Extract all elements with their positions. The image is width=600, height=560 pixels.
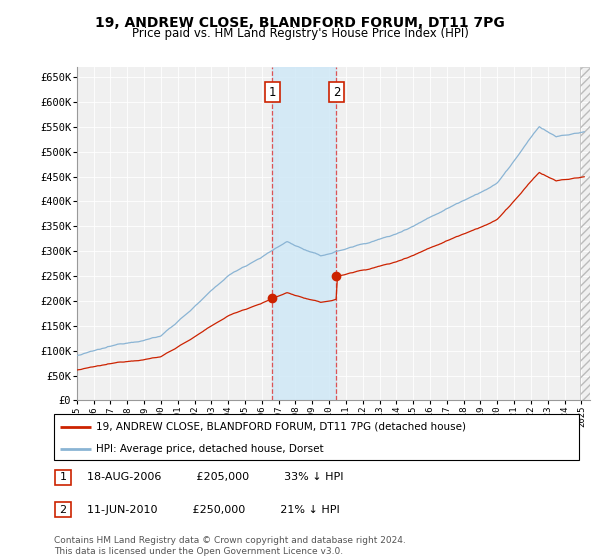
Text: 19, ANDREW CLOSE, BLANDFORD FORUM, DT11 7PG (detached house): 19, ANDREW CLOSE, BLANDFORD FORUM, DT11 … [96, 422, 466, 432]
Text: Contains HM Land Registry data © Crown copyright and database right 2024.
This d: Contains HM Land Registry data © Crown c… [54, 536, 406, 556]
Bar [272, 67, 337, 400]
Text: 18-AUG-2006          £205,000          33% ↓ HPI: 18-AUG-2006 £205,000 33% ↓ HPI [87, 472, 343, 482]
Bar [580, 67, 590, 400]
Text: HPI: Average price, detached house, Dorset: HPI: Average price, detached house, Dors… [96, 444, 323, 454]
Text: 1: 1 [269, 86, 276, 99]
Text: 2: 2 [59, 505, 67, 515]
Text: 2: 2 [333, 86, 340, 99]
Text: 1: 1 [59, 472, 67, 482]
Text: Price paid vs. HM Land Registry's House Price Index (HPI): Price paid vs. HM Land Registry's House … [131, 27, 469, 40]
Text: 11-JUN-2010          £250,000          21% ↓ HPI: 11-JUN-2010 £250,000 21% ↓ HPI [87, 505, 340, 515]
Bar [580, 67, 590, 400]
Text: 19, ANDREW CLOSE, BLANDFORD FORUM, DT11 7PG: 19, ANDREW CLOSE, BLANDFORD FORUM, DT11 … [95, 16, 505, 30]
